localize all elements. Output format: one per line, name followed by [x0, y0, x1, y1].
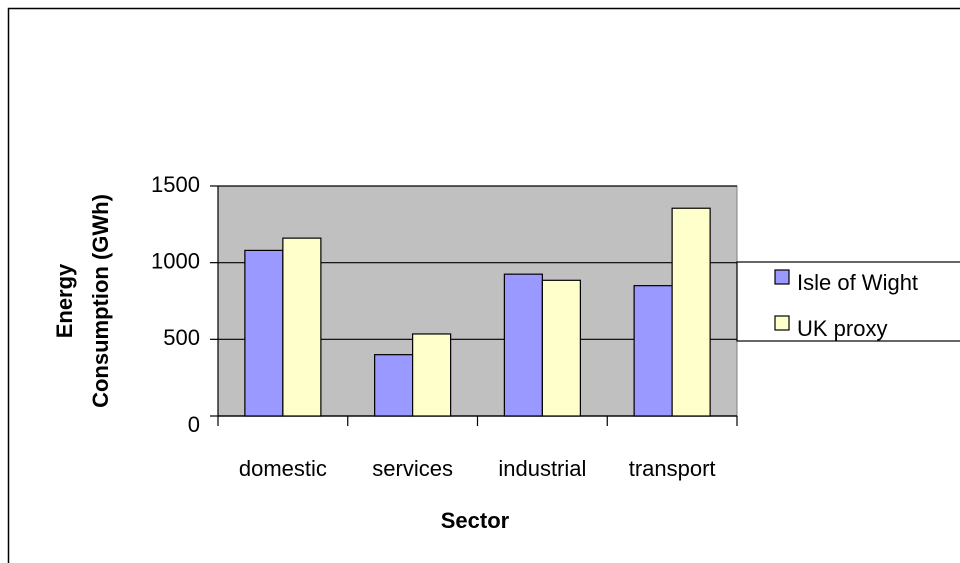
bar — [412, 333, 452, 417]
x-tick-label: services — [372, 456, 453, 481]
legend-swatch — [774, 269, 790, 285]
legend-label: UK proxy — [797, 316, 887, 341]
bar — [541, 279, 581, 417]
legend-label: Isle of Wight — [797, 270, 918, 295]
bar — [671, 207, 711, 417]
x-tick-label: industrial — [498, 456, 586, 481]
bar — [244, 249, 284, 417]
bar — [503, 273, 543, 417]
y-axis-title: Energy Consumption (GWh) — [52, 194, 113, 408]
y-tick-label: 0 — [188, 412, 200, 437]
bar — [633, 285, 673, 417]
legend-box — [736, 261, 960, 342]
x-axis-title: Sector — [441, 508, 510, 533]
legend-swatch — [774, 315, 790, 331]
x-tick-label: transport — [629, 456, 716, 481]
y-tick-label: 1000 — [151, 248, 200, 273]
y-tick-label: 500 — [163, 325, 200, 350]
y-axis-title-line: Energy — [52, 263, 77, 338]
bar — [374, 354, 414, 417]
y-axis-title-line: Consumption (GWh) — [88, 194, 113, 408]
y-tick-label: 1500 — [151, 172, 200, 197]
bar — [282, 237, 322, 417]
x-tick-label: domestic — [239, 456, 327, 481]
